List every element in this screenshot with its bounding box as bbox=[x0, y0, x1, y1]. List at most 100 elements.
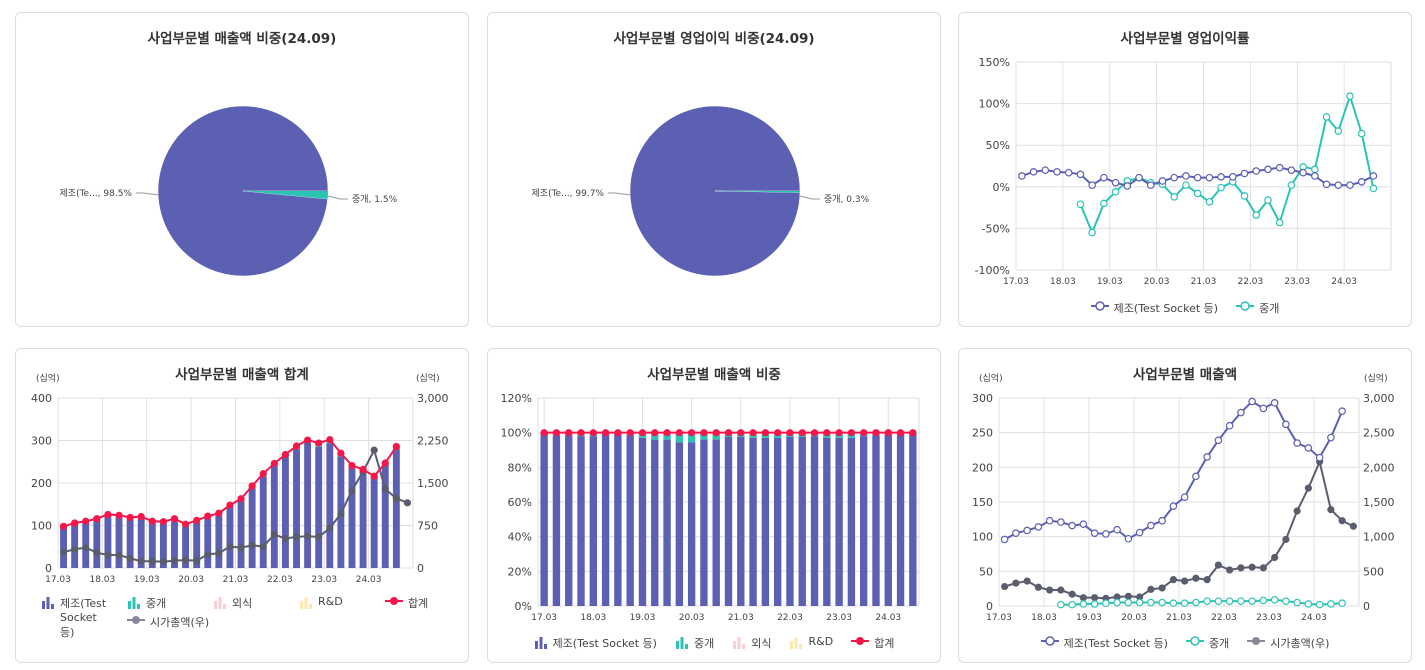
bar-manufacturing bbox=[700, 439, 708, 606]
legend-item-brokerage[interactable]: 중개 bbox=[1236, 300, 1279, 316]
right-axis-unit: (십억) bbox=[416, 374, 440, 384]
total-point bbox=[860, 429, 868, 437]
manufacturing-point bbox=[1018, 172, 1026, 180]
y-tick-label: 50% bbox=[986, 139, 1010, 152]
manufacturing-point bbox=[1228, 173, 1237, 181]
manufacturing-point bbox=[1182, 172, 1190, 180]
total-point bbox=[215, 509, 223, 517]
market-cap-point bbox=[1338, 517, 1346, 525]
label-leader-line bbox=[327, 195, 348, 200]
brokerage-point bbox=[1311, 165, 1319, 174]
bar-manufacturing bbox=[126, 518, 134, 568]
legend-label: 중개 bbox=[146, 597, 167, 610]
brokerage-point bbox=[1203, 597, 1211, 605]
legend-item-market-cap[interactable]: 시가총액(우) bbox=[127, 614, 213, 644]
manufacturing-point bbox=[1158, 177, 1167, 185]
manufacturing-point bbox=[1322, 180, 1331, 189]
legend-item-total[interactable]: 합계 bbox=[385, 595, 435, 640]
legend-item-total[interactable]: 합계 bbox=[851, 635, 894, 651]
legend-item-brokerage[interactable]: 중개 bbox=[1185, 635, 1229, 651]
legend-item-brokerage[interactable]: 중개 bbox=[127, 595, 213, 640]
x-tick-label: 20.03 bbox=[1121, 613, 1147, 623]
manufacturing-point bbox=[1203, 453, 1211, 461]
brokerage-point bbox=[1334, 127, 1343, 135]
x-tick-label: 23.03 bbox=[1284, 277, 1310, 287]
legend: 제조(Test Socket 등) 중개 시가총액(우) bbox=[959, 635, 1411, 651]
brokerage-point bbox=[1158, 598, 1166, 607]
bar-legend-icon bbox=[675, 637, 688, 649]
x-tick-label: 22.03 bbox=[1211, 613, 1237, 623]
legend-item-rnd[interactable]: R&D bbox=[299, 595, 385, 640]
total-point bbox=[193, 516, 201, 524]
brokerage-point bbox=[1100, 199, 1108, 208]
brokerage-point bbox=[1205, 197, 1214, 206]
legend-item-market-cap[interactable]: 시가총액(우) bbox=[1247, 635, 1329, 651]
legend-label: 외식 bbox=[751, 637, 772, 650]
bar-manufacturing bbox=[193, 522, 201, 568]
market-cap-point bbox=[1181, 577, 1189, 585]
bar-manufacturing bbox=[93, 519, 101, 568]
y2-tick-label: 500 bbox=[1363, 565, 1384, 578]
pie-slice-manufacturing bbox=[157, 105, 329, 277]
market-cap-point bbox=[392, 494, 400, 502]
total-point bbox=[675, 429, 683, 437]
manufacturing-point bbox=[1217, 173, 1225, 181]
market-cap-point bbox=[104, 551, 112, 559]
market-cap-point bbox=[1271, 553, 1279, 562]
bar-manufacturing bbox=[577, 436, 585, 606]
manufacturing-point bbox=[1041, 166, 1050, 174]
manufacturing-point bbox=[1259, 404, 1268, 413]
legend-item-manufacturing[interactable]: 제조(Test Socket 등) bbox=[534, 635, 657, 651]
chart-title: 사업부문별 매출액 bbox=[1132, 367, 1238, 383]
legend-label: 제조(Test Socket 등) bbox=[60, 597, 107, 639]
total-point bbox=[304, 436, 312, 444]
market-cap-point bbox=[1282, 535, 1290, 544]
bar-manufacturing bbox=[270, 466, 278, 568]
brokerage-point bbox=[1076, 200, 1085, 209]
legend-label: 합계 bbox=[874, 637, 895, 650]
x-tick-label: 22.03 bbox=[267, 575, 293, 585]
legend-item-brokerage[interactable]: 중개 bbox=[675, 635, 714, 651]
y-tick-label: 300 bbox=[972, 392, 993, 405]
bar-manufacturing bbox=[626, 435, 634, 606]
bar-manufacturing bbox=[215, 515, 223, 568]
market-cap-point bbox=[259, 542, 267, 551]
manufacturing-point bbox=[1079, 520, 1088, 528]
y2-tick-label: 1,500 bbox=[1363, 496, 1395, 509]
manufacturing-point bbox=[1135, 173, 1143, 182]
x-tick-label: 18.03 bbox=[580, 613, 606, 623]
manufacturing-point bbox=[1113, 525, 1121, 534]
manufacturing-point bbox=[1304, 444, 1313, 452]
legend-item-manufacturing[interactable]: 제조(Test Socket 등) bbox=[1040, 635, 1168, 651]
legend-item-food[interactable]: 외식 bbox=[732, 635, 771, 651]
brokerage-point bbox=[1225, 597, 1234, 605]
pie-label-manufacturing: 제조(Te..., 98.5% bbox=[60, 188, 133, 199]
total-point bbox=[281, 450, 290, 459]
total-point bbox=[589, 429, 597, 437]
manufacturing-point bbox=[1147, 521, 1155, 530]
bar-manufacturing bbox=[281, 457, 289, 568]
total-point bbox=[381, 459, 389, 467]
bar-manufacturing bbox=[182, 526, 190, 568]
legend-label: 중개 bbox=[693, 637, 715, 650]
left-axis-unit: (십억) bbox=[979, 374, 1003, 384]
x-tick-label: 24.03 bbox=[1331, 277, 1357, 287]
x-tick-label: 24.03 bbox=[356, 575, 382, 585]
legend-item-rnd[interactable]: R&D bbox=[789, 635, 833, 651]
bar-manufacturing bbox=[798, 437, 806, 606]
y-tick-label: 100% bbox=[979, 98, 1010, 111]
legend-item-food[interactable]: 외식 bbox=[213, 595, 299, 640]
market-cap-point bbox=[1226, 566, 1234, 574]
legend-item-manufacturing[interactable]: 제조(Test Socket 등) bbox=[1090, 300, 1218, 316]
market-cap-point bbox=[281, 534, 290, 543]
total-point bbox=[749, 429, 757, 437]
bar-manufacturing bbox=[847, 437, 856, 606]
x-tick-label: 21.03 bbox=[1166, 613, 1192, 623]
chart-title: 사업부문별 영업이익률 bbox=[1120, 31, 1250, 47]
brokerage-point bbox=[1369, 184, 1378, 193]
bar-manufacturing bbox=[115, 516, 123, 568]
bar-manufacturing bbox=[565, 435, 573, 606]
legend-item-manufacturing[interactable]: 제조(Test Socket 등) bbox=[41, 595, 127, 640]
pie-slice-brokerage bbox=[715, 191, 800, 193]
brokerage-point bbox=[1124, 598, 1133, 607]
